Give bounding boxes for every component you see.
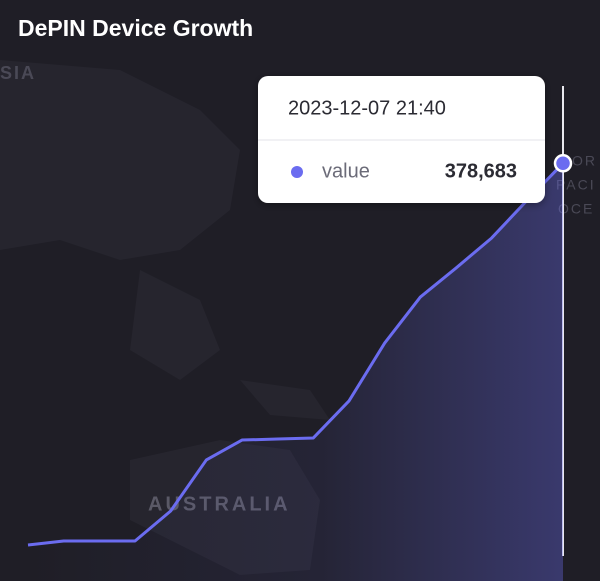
tooltip-value: 378,683 (445, 160, 517, 182)
plot (27, 154, 573, 581)
tooltip-title: 2023-12-07 21:40 (288, 97, 446, 119)
map-label: SIA (0, 63, 36, 83)
area (28, 163, 563, 581)
tooltip-marker (291, 166, 303, 178)
tooltip: 2023-12-07 21:40 value 378,683 (258, 76, 545, 203)
tooltip-series-name: value (322, 160, 370, 182)
chart-title: DePIN Device Growth (18, 15, 253, 41)
map-label: OR (572, 153, 597, 169)
map-label: PACI (556, 177, 596, 193)
hover-point (553, 154, 573, 173)
map-label: OCE (558, 201, 594, 217)
line (27, 162, 565, 547)
